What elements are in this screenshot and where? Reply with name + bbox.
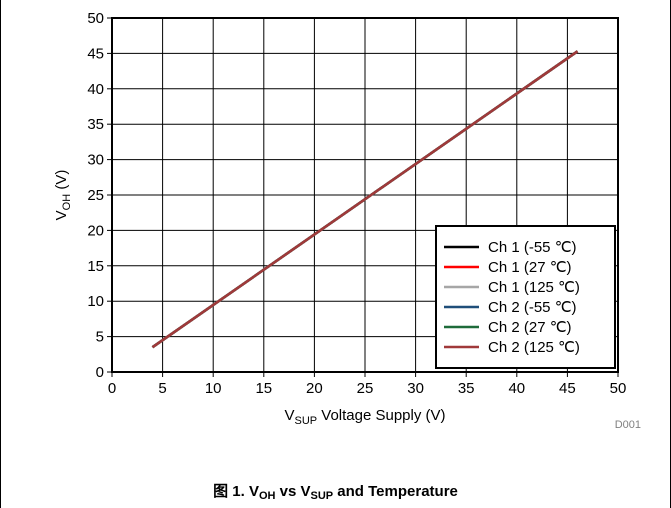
caption-mid: vs V	[275, 483, 311, 500]
x-tick-label: 20	[306, 380, 323, 397]
caption-sub-sup: SUP	[310, 490, 334, 502]
y-tick-label: 15	[87, 258, 104, 275]
x-tick-label: 50	[610, 380, 627, 397]
plot-border	[111, 17, 619, 373]
x-tick-label: 40	[508, 380, 525, 397]
y-tick-label: 10	[87, 293, 104, 310]
y-tick-label: 35	[87, 116, 104, 133]
y-tick-label: 25	[87, 187, 104, 204]
legend-label: Ch 2 (27 ℃)	[488, 319, 572, 336]
legend-label: Ch 1 (125 ℃)	[488, 279, 580, 296]
x-tick-label: 0	[108, 380, 116, 397]
x-tick-label: 5	[158, 380, 166, 397]
legend-label: Ch 1 (-55 ℃)	[488, 239, 577, 256]
x-tick-label: 25	[357, 380, 374, 397]
y-tick-label: 0	[96, 364, 104, 381]
legend-label: Ch 2 (-55 ℃)	[488, 299, 577, 316]
figure-caption: 图 1. VOH vs VSUP and Temperature	[0, 480, 671, 502]
y-tick-label: 45	[87, 45, 104, 62]
caption-sub-oh: OH	[258, 490, 276, 502]
figure-code-label: D001	[615, 419, 641, 431]
legend: Ch 1 (-55 ℃) Ch 1 (27 ℃) Ch 1 (125 ℃) Ch 2 …	[435, 225, 616, 369]
chart: 0 5 10 15 20 25 30 35 40 45 50 0 5 10 15 20 25 30 35 40 45 50…	[53, 10, 641, 431]
caption-prefix: 图 1. V	[213, 483, 259, 500]
y-tick-label: 50	[87, 10, 104, 27]
y-tick-label: 20	[87, 222, 104, 239]
x-axis-title: VSUP Voltage Supply (V)	[284, 407, 445, 427]
series-line	[151, 50, 579, 349]
legend-label: Ch 2 (125 ℃)	[488, 339, 580, 356]
x-tick-label: 30	[407, 380, 424, 397]
caption-suffix: and Temperature	[333, 483, 458, 500]
x-tick-label: 35	[458, 380, 475, 397]
y-tick-label: 40	[87, 81, 104, 98]
legend-box	[435, 225, 616, 369]
x-tick-label: 15	[255, 380, 272, 397]
y-axis-title: VOH (V)	[53, 170, 73, 221]
x-tick-label: 45	[559, 380, 576, 397]
y-tick-label: 5	[96, 329, 104, 346]
y-tick-label: 30	[87, 152, 104, 169]
x-tick-label: 10	[205, 380, 222, 397]
legend-label: Ch 1 (27 ℃)	[488, 259, 572, 276]
